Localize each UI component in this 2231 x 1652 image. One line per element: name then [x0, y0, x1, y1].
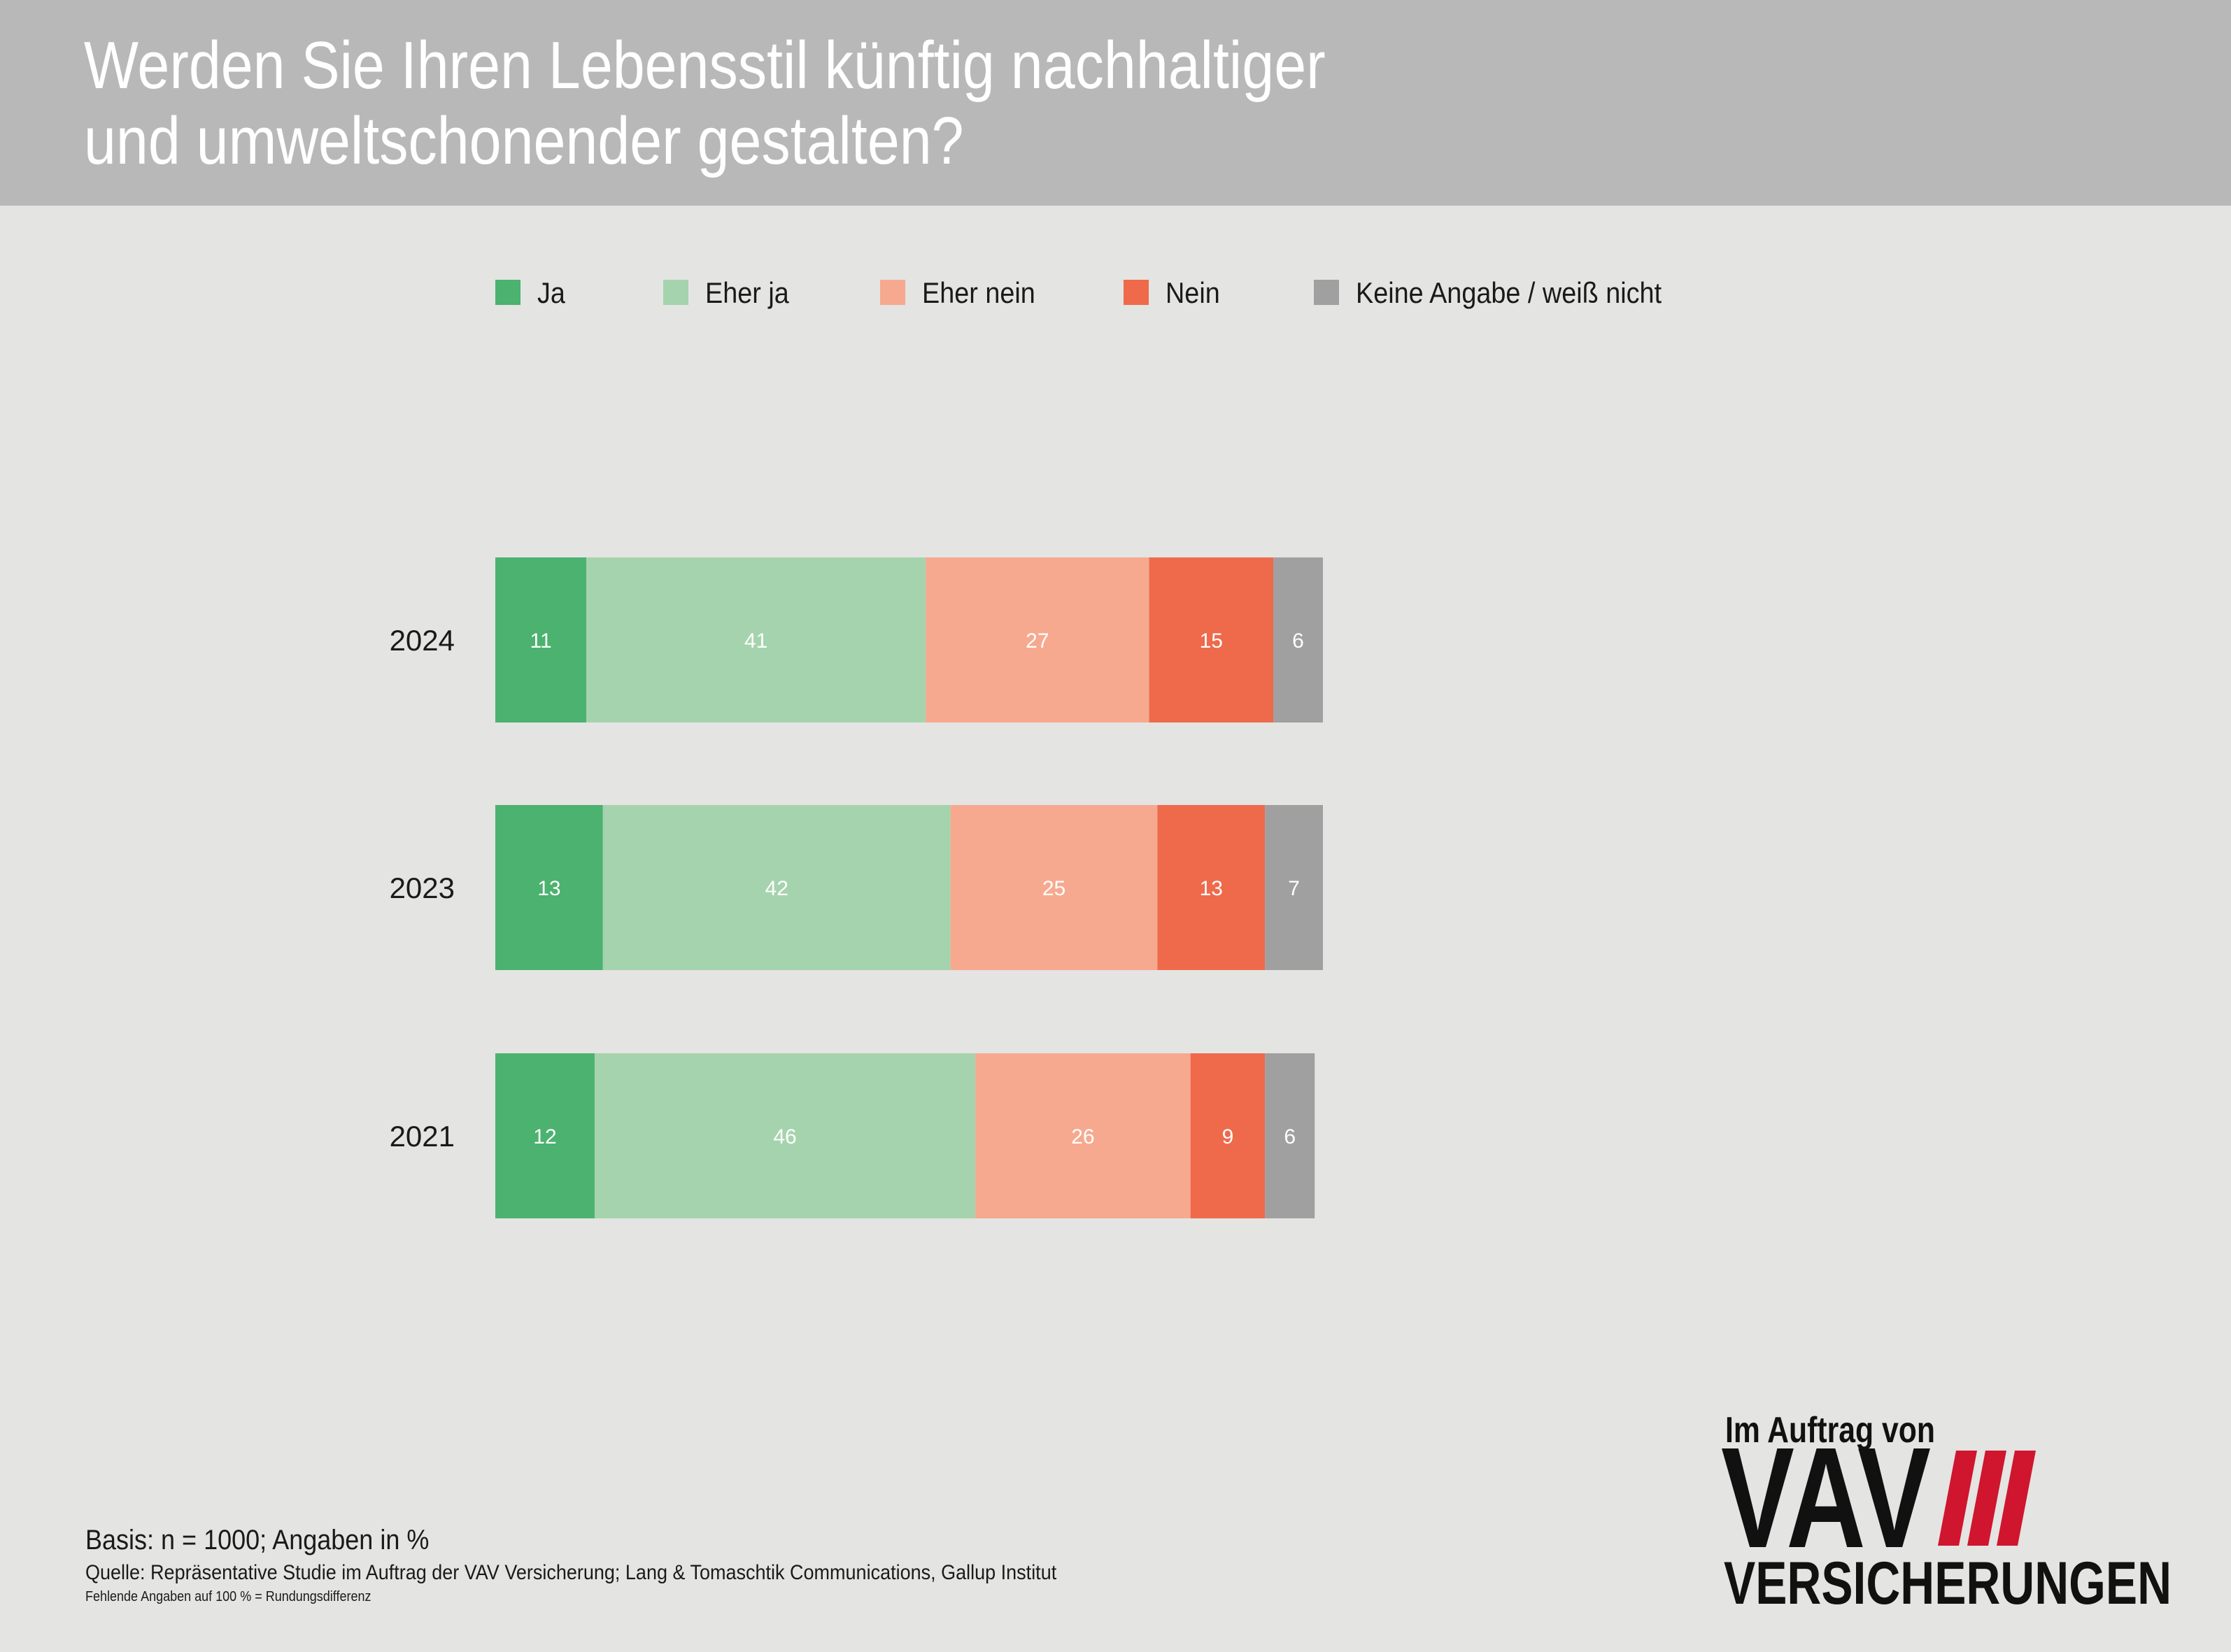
legend-swatch-eher-nein	[880, 280, 905, 305]
title-line-2: und umweltschonender gestalten?	[84, 104, 964, 178]
legend-label-eher-nein: Eher nein	[922, 276, 1035, 309]
category-label-2021: 2021	[390, 1120, 455, 1153]
data-label-2023-eher-nein: 25	[1042, 877, 1065, 900]
data-label-2024-keine-angabe-wei-nicht: 6	[1292, 629, 1304, 653]
data-label-2021-ja: 12	[533, 1125, 556, 1148]
data-label-2023-eher-ja: 42	[765, 877, 788, 900]
legend-label-eher-ja: Eher ja	[705, 276, 789, 309]
bar-segment-2021-nein	[1190, 1053, 1266, 1218]
data-label-2021-nein: 9	[1222, 1125, 1234, 1148]
bar-segment-2021-eher-nein	[975, 1053, 1191, 1218]
bar-segment-2024-eher-ja	[586, 557, 926, 722]
category-label-2023: 2023	[390, 871, 455, 904]
logo-line-1: Im Auftrag von	[1725, 1410, 1935, 1451]
data-label-2024-eher-ja: 41	[744, 629, 767, 653]
data-label-2021-keine-angabe-wei-nicht: 6	[1284, 1125, 1296, 1148]
logo-line-2: VAV	[1721, 1418, 1931, 1578]
legend-swatch-nein	[1124, 280, 1149, 305]
data-label-2023-nein: 13	[1200, 877, 1223, 900]
bar-segment-2021-eher-ja	[594, 1053, 976, 1218]
legend-label-nein: Nein	[1166, 276, 1220, 309]
bar-segment-2023-eher-ja	[602, 805, 951, 970]
legend-label-ja: Ja	[537, 276, 565, 309]
bar-segment-2024-eher-nein	[926, 557, 1149, 722]
category-label-2024: 2024	[390, 624, 455, 657]
legend: Ja Eher ja Eher nein Nein Keine Angabe /…	[0, 277, 2231, 312]
data-label-2024-ja: 11	[530, 629, 551, 653]
footer-note: Fehlende Angaben auf 100 % = Rundungsdif…	[85, 1589, 371, 1604]
logo-stripes-icon	[1938, 1451, 2036, 1546]
legend-label-keine-angabe: Keine Angabe / weiß nicht	[1356, 276, 1662, 309]
vav-logo: Im Auftrag von VAV VERSICHERUNGEN	[1721, 1410, 2172, 1616]
bar-segment-2024-ja	[495, 557, 587, 722]
data-label-2021-eher-ja: 46	[773, 1125, 796, 1148]
bar-segment-2023-nein	[1157, 805, 1266, 970]
bar-segment-2023-ja	[495, 805, 603, 970]
header-banner: Werden Sie Ihren Lebensstil künftig nach…	[0, 0, 2231, 206]
footer-basis: Basis: n = 1000; Angaben in %	[85, 1525, 430, 1555]
chart-title: Werden Sie Ihren Lebensstil künftig nach…	[84, 28, 1528, 179]
bar-segment-2024-keine-angabe-wei-nicht	[1273, 557, 1323, 722]
data-label-2024-eher-nein: 27	[1026, 629, 1049, 653]
data-label-2023-ja: 13	[537, 877, 560, 900]
data-label-2021-eher-nein: 26	[1071, 1125, 1094, 1148]
data-label-2023-keine-angabe-wei-nicht: 7	[1288, 877, 1300, 900]
footer-source: Quelle: Repräsentative Studie im Auftrag…	[85, 1561, 1057, 1584]
bar-segment-2021-keine-angabe-wei-nicht	[1265, 1053, 1315, 1218]
logo-line-3: VERSICHERUNGEN	[1724, 1550, 2172, 1616]
title-line-1: Werden Sie Ihren Lebensstil künftig nach…	[84, 28, 1326, 103]
legend-swatch-ja	[495, 280, 520, 305]
bar-segment-2021-ja	[495, 1053, 595, 1218]
bar-segment-2023-eher-nein	[950, 805, 1158, 970]
legend-swatch-keine-angabe	[1314, 280, 1339, 305]
legend-swatch-eher-ja	[663, 280, 688, 305]
bar-segment-2023-keine-angabe-wei-nicht	[1265, 805, 1323, 970]
bar-segment-2024-nein	[1149, 557, 1274, 722]
data-label-2024-nein: 15	[1200, 629, 1223, 653]
